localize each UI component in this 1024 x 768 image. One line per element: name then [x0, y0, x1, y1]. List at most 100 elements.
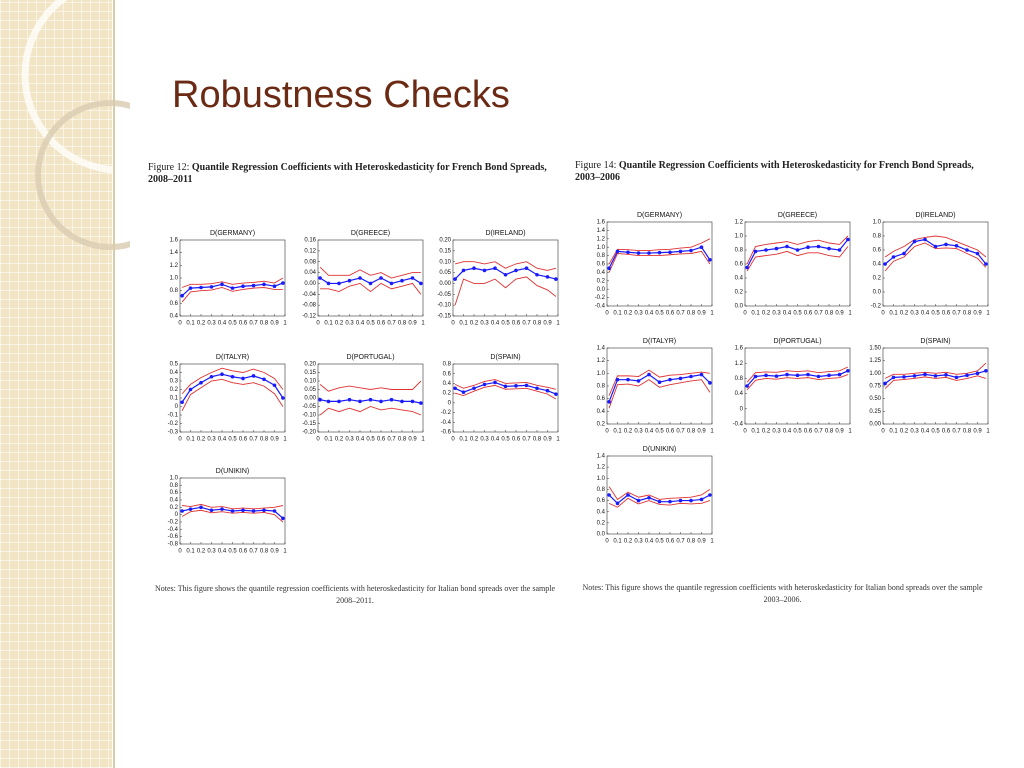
y-tick-label: 1.00 — [869, 371, 881, 377]
y-tick-label: -0.05 — [302, 404, 316, 410]
x-tick-label: 0.5 — [228, 549, 237, 555]
y-tick-label: 0.10 — [304, 379, 316, 385]
x-tick-label: 0.9 — [697, 539, 706, 545]
point — [912, 374, 917, 378]
point — [514, 384, 518, 388]
y-tick-label: -0.08 — [302, 303, 316, 309]
y-tick-label: 0.05 — [439, 270, 451, 276]
chart-title: D(GREECE) — [778, 212, 817, 219]
point — [180, 293, 184, 298]
point — [883, 262, 887, 266]
x-tick-label: 0.8 — [260, 437, 269, 443]
y-tick-label: 0.4 — [735, 391, 744, 397]
point — [337, 281, 341, 286]
y-tick-label: -0.4 — [595, 304, 606, 310]
x-tick-label: 0 — [743, 311, 747, 317]
x-tick-label: 0 — [881, 429, 885, 435]
point — [347, 278, 352, 283]
x-tick-label: 0.8 — [260, 549, 269, 555]
x-tick-label: 0.1 — [459, 437, 468, 443]
point — [699, 245, 704, 249]
point — [954, 375, 959, 380]
point — [209, 508, 214, 513]
x-tick-label: 0.8 — [963, 311, 972, 317]
x-tick-label: 0.3 — [345, 437, 354, 443]
x-tick-label: 0.2 — [335, 321, 344, 327]
y-tick-label: 0.25 — [869, 409, 881, 415]
point — [326, 399, 331, 404]
y-tick-label: -0.10 — [302, 413, 316, 419]
point — [368, 397, 373, 402]
x-tick-label: 0.9 — [408, 321, 417, 327]
point — [326, 281, 331, 286]
x-tick-label: 0.6 — [804, 429, 813, 435]
x-tick-label: 0.7 — [952, 429, 961, 435]
x-tick-label: 0.3 — [772, 311, 781, 317]
x-tick-label: 0.5 — [793, 429, 802, 435]
point — [923, 237, 927, 242]
x-tick-label: 0.3 — [207, 549, 216, 555]
x-tick-label: 0.4 — [491, 437, 500, 443]
x-tick-label: 1 — [556, 437, 560, 443]
x-tick-label: 0.8 — [687, 429, 696, 435]
x-tick-label: 0.5 — [501, 437, 510, 443]
point — [262, 377, 266, 382]
point — [795, 248, 800, 252]
x-tick-label: 0 — [178, 437, 182, 443]
point — [933, 244, 938, 249]
point — [461, 268, 466, 273]
y-tick-label: 0.0 — [597, 287, 606, 293]
series-line — [181, 378, 284, 411]
x-tick-label: 0 — [743, 429, 747, 435]
x-tick-label: 0.6 — [942, 311, 951, 317]
point — [774, 374, 779, 378]
chart-title: D(SPAIN) — [490, 354, 520, 361]
point — [379, 276, 383, 280]
point — [708, 493, 712, 497]
y-tick-label: 0.16 — [304, 238, 316, 244]
point — [241, 284, 245, 289]
series-line — [181, 277, 284, 288]
y-tick-label: 0.2 — [873, 276, 882, 282]
point — [753, 374, 758, 379]
point — [535, 272, 539, 277]
figure-notes: Notes: This figure shows the quantile re… — [582, 583, 983, 604]
figure-caption: Figure 12: Quantile Regression Coefficie… — [148, 162, 568, 186]
point — [785, 244, 789, 249]
y-tick-label: -0.4 — [168, 527, 179, 533]
x-tick-label: 0.6 — [666, 539, 675, 545]
figure-notes: Notes: This figure shows the quantile re… — [154, 584, 556, 605]
y-tick-label: 0.4 — [873, 262, 882, 268]
x-tick-label: 0.7 — [249, 321, 258, 327]
x-tick-label: 1 — [710, 539, 714, 545]
x-tick-label: 0.1 — [751, 429, 760, 435]
x-tick-label: 1 — [421, 321, 425, 327]
x-tick-label: 0.2 — [470, 437, 479, 443]
series-line — [608, 369, 710, 396]
x-tick-label: 0.7 — [814, 311, 823, 317]
series-line — [884, 235, 987, 258]
y-tick-label: 0.2 — [170, 387, 179, 393]
x-tick-label: 0 — [316, 437, 320, 443]
series-line — [746, 235, 849, 265]
x-tick-label: 0.4 — [921, 429, 930, 435]
y-tick-label: -0.4 — [441, 420, 452, 426]
x-tick-label: 0.7 — [522, 437, 531, 443]
point — [806, 245, 810, 249]
y-tick-label: -0.4 — [733, 422, 744, 428]
y-tick-label: 1.2 — [170, 263, 179, 269]
point — [668, 250, 672, 255]
x-tick-label: 0.5 — [228, 437, 237, 443]
figure-label: Figure 12: — [148, 162, 190, 173]
y-tick-label: 0.04 — [304, 270, 316, 276]
x-tick-label: 0.3 — [634, 539, 643, 545]
point — [514, 268, 518, 273]
series-line — [608, 486, 711, 501]
point — [965, 248, 969, 252]
point — [615, 249, 620, 254]
x-tick-label: 1 — [421, 437, 425, 443]
point — [774, 246, 779, 251]
point — [368, 281, 373, 286]
point — [453, 386, 457, 391]
series-line — [746, 246, 849, 272]
